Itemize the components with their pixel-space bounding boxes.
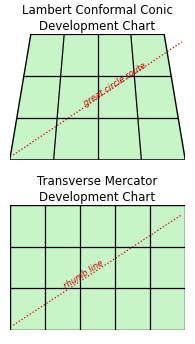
Title: Lambert Conformal Conic
Development Chart: Lambert Conformal Conic Development Char…: [22, 4, 173, 33]
Text: rhumb line: rhumb line: [62, 259, 105, 291]
Polygon shape: [10, 205, 185, 330]
Title: Transverse Mercator
Development Chart: Transverse Mercator Development Chart: [37, 174, 158, 204]
Text: great circle route: great circle route: [82, 61, 148, 108]
Polygon shape: [10, 34, 185, 160]
